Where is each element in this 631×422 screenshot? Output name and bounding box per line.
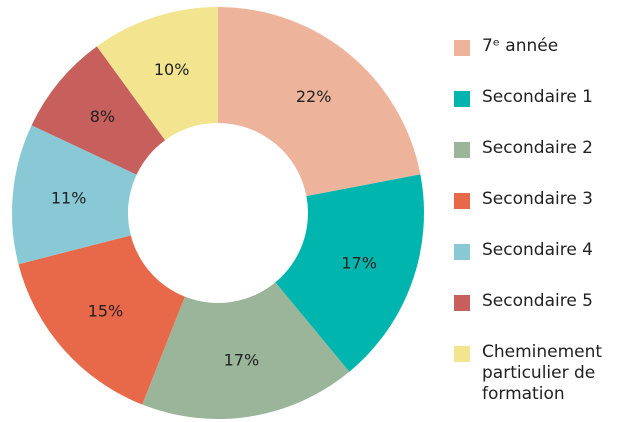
legend-swatch — [454, 40, 470, 56]
value-label: 17% — [224, 351, 260, 370]
legend-label: Secondaire 5 — [482, 291, 593, 311]
donut-slice — [12, 125, 137, 265]
legend-swatch — [454, 295, 470, 311]
donut-slice — [218, 7, 421, 197]
legend-item: Secondaire 5 — [454, 291, 630, 342]
value-label: 15% — [88, 302, 124, 321]
legend-swatch — [454, 142, 470, 158]
legend-label: Secondaire 3 — [482, 189, 593, 209]
legend-label: 7ᵉ année — [482, 36, 559, 56]
legend-item: Secondaire 4 — [454, 240, 630, 291]
legend-item: Secondaire 1 — [454, 87, 630, 138]
donut-slice — [275, 174, 424, 372]
legend-label: Secondaire 1 — [482, 87, 593, 107]
legend-item: Secondaire 2 — [454, 138, 630, 189]
donut-slice — [31, 46, 166, 175]
legend-item: 7ᵉ année — [454, 36, 630, 87]
donut-slice — [18, 235, 185, 405]
donut-slice — [142, 282, 350, 419]
value-label: 11% — [51, 188, 87, 207]
legend-swatch — [454, 193, 470, 209]
legend: 7ᵉ année Secondaire 1 Secondaire 2 Secondai… — [454, 36, 630, 404]
legend-item: Cheminement particulier de formation — [454, 342, 630, 404]
chart: 22% 17% 17% 15% 11% 8% 10% — [12, 7, 424, 419]
legend-label: Secondaire 4 — [482, 240, 593, 260]
legend-swatch — [454, 244, 470, 260]
donut-slice — [96, 7, 218, 141]
legend-item: Secondaire 3 — [454, 189, 630, 240]
legend-label: Cheminement particulier de formation — [482, 342, 603, 404]
value-label: 10% — [154, 60, 190, 79]
legend-label: Secondaire 2 — [482, 138, 593, 158]
legend-swatch — [454, 91, 470, 107]
legend-swatch — [454, 346, 470, 362]
value-label: 8% — [90, 107, 115, 126]
value-label: 17% — [341, 253, 377, 272]
value-label: 22% — [296, 87, 332, 106]
